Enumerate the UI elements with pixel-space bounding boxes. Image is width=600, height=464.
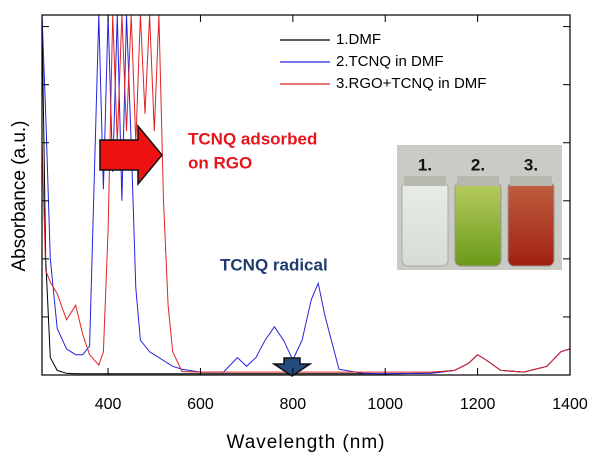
legend-label: 3.RGO+TCNQ in DMF	[336, 75, 486, 92]
arrow-right	[99, 123, 163, 187]
annotation: on RGO	[188, 153, 252, 172]
legend-label: 2.TCNQ in DMF	[336, 53, 444, 70]
plot-frame	[41, 14, 571, 376]
data-line	[42, 15, 570, 375]
x-tick-label: 800	[279, 396, 306, 413]
arrow-down	[271, 357, 313, 377]
inset-label: 2.	[471, 155, 485, 174]
annotation: TCNQ adsorbed	[188, 129, 317, 148]
vial	[401, 181, 449, 267]
vial-neck	[404, 176, 446, 186]
x-tick-label: 1000	[367, 396, 403, 413]
annotation: TCNQ radical	[220, 255, 328, 274]
x-tick-label: 1200	[460, 396, 496, 413]
data-line	[42, 15, 570, 373]
vial-neck	[510, 176, 552, 186]
y-axis-label: Absorbance (a.u.)	[9, 120, 30, 271]
inset-label: 1.	[418, 155, 432, 174]
x-tick-label: 1400	[552, 396, 588, 413]
legend-label: 1.DMF	[336, 31, 381, 48]
x-tick-label: 600	[187, 396, 214, 413]
inset-photo: 1. 2. 3.	[397, 145, 562, 270]
vial	[454, 181, 502, 267]
vial	[507, 181, 555, 267]
x-tick-label: 400	[95, 396, 122, 413]
vial-neck	[457, 176, 499, 186]
x-axis-label: Wavelength (nm)	[227, 432, 386, 453]
inset-label: 3.	[524, 155, 538, 174]
